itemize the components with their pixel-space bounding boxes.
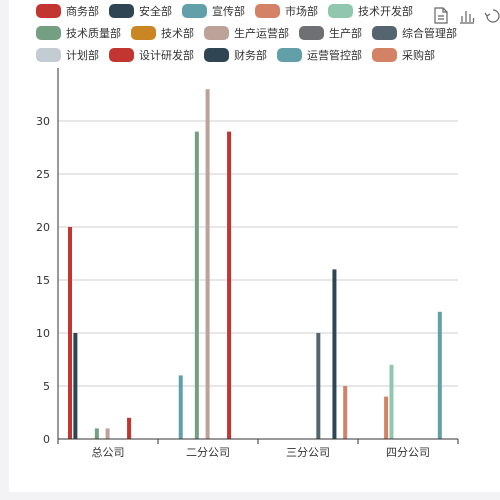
legend-swatch [36,26,61,40]
legend-item[interactable]: 技术开发部 [328,4,413,18]
legend-label: 技术开发部 [358,4,413,18]
legend-item[interactable]: 财务部 [204,48,267,62]
bars-group [68,89,442,439]
legend-label: 计划部 [66,48,99,62]
legend-item[interactable]: 生产部 [299,26,362,40]
bar-chart-icon[interactable] [460,11,475,24]
legend-item[interactable]: 设计研发部 [109,48,194,62]
restore-icon[interactable] [484,9,500,23]
legend-item[interactable]: 技术部 [131,26,194,40]
legend-swatch [109,48,134,62]
legend-swatch [131,26,156,40]
legend-swatch [36,48,61,62]
legend-swatch [255,4,280,18]
legend-swatch [328,4,353,18]
legend-swatch [277,48,302,62]
y-tick-label: 10 [36,327,50,340]
bar [127,417,132,439]
data-view-icon[interactable] [434,7,448,24]
bar [343,386,348,439]
legend-swatch [204,48,229,62]
legend-label: 生产运营部 [234,26,289,40]
legend-item[interactable]: 生产运营部 [204,26,289,40]
bar [384,396,389,439]
legend-swatch [372,26,397,40]
legend-item[interactable]: 运营管控部 [277,48,362,62]
legend-label: 采购部 [402,48,435,62]
y-tick-label: 25 [36,168,50,181]
legend-label: 技术部 [161,26,194,40]
y-tick-label: 15 [36,274,50,287]
bottom-scroll-area [0,492,500,500]
legend-swatch [372,48,397,62]
legend-label: 综合管理部 [402,26,457,40]
y-tick-label: 20 [36,221,50,234]
legend-swatch [109,4,134,18]
legend-label: 宣传部 [212,4,245,18]
bar [105,428,110,439]
bar [227,131,232,439]
legend-item[interactable]: 综合管理部 [372,26,457,40]
bar [389,364,394,439]
legend-item[interactable]: 计划部 [36,48,99,62]
legend-label: 商务部 [66,4,99,18]
y-tick-label: 0 [43,433,50,446]
legend-item[interactable]: 宣传部 [182,4,245,18]
y-tick-label: 5 [43,380,50,393]
legend-label: 财务部 [234,48,267,62]
legend-swatch [204,26,229,40]
x-tick-label: 四分公司 [386,446,430,459]
toolbox [434,7,500,24]
bar [332,269,337,439]
bar [194,131,199,439]
legend-swatch [182,4,207,18]
legend-item[interactable]: 安全部 [109,4,172,18]
legend-item[interactable]: 商务部 [36,4,99,18]
legend-swatch [36,4,61,18]
bar [437,311,442,439]
legend-label: 设计研发部 [139,48,194,62]
left-side-panel [0,0,9,500]
x-tick-label: 总公司 [92,445,125,459]
legend-item[interactable]: 采购部 [372,48,435,62]
y-tick-label: 30 [36,115,50,128]
bar [316,333,321,439]
bar [94,428,99,439]
bar [68,227,72,439]
legend-label: 技术质量部 [66,26,121,40]
grid-lines [58,120,458,387]
legend-item[interactable]: 市场部 [255,4,318,18]
legend-label: 安全部 [139,4,172,18]
x-tick-label: 三分公司 [286,446,330,459]
x-tick-label: 二分公司 [186,446,230,459]
legend-label: 市场部 [285,4,318,18]
bar [178,375,183,439]
bar [73,333,78,439]
legend-swatch [299,26,324,40]
axes: 0 5 10 15 20 25 30 总公司 二分公司 三分公司 四分公司 [36,68,459,459]
legend-label: 运营管控部 [307,48,362,62]
bar [205,89,210,439]
legend-item[interactable]: 技术质量部 [36,26,121,40]
legend-label: 生产部 [329,26,362,40]
